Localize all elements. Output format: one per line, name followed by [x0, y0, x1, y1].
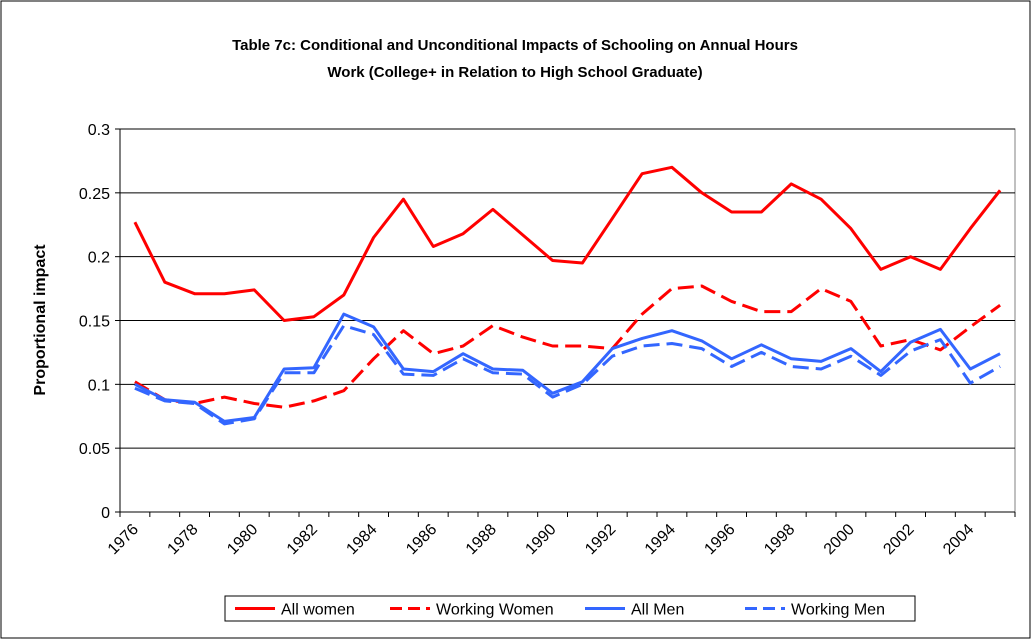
chart-subtitle: Work (College+ in Relation to High Schoo…: [327, 64, 702, 81]
y-tick-label: 0.2: [88, 250, 110, 267]
y-tick-label: 0.05: [79, 441, 110, 458]
y-tick-label: 0.25: [79, 186, 110, 203]
y-axis-label: Proportional impact: [32, 244, 49, 396]
legend-label: Working Women: [436, 602, 554, 619]
y-tick-label: 0.15: [79, 314, 110, 331]
series-line: [134, 324, 1001, 426]
series-line: [134, 284, 1001, 409]
legend-box: [224, 595, 916, 622]
y-tick-label: 0.3: [88, 122, 110, 139]
series-line: [133, 165, 1002, 322]
legend-label: All women: [281, 602, 355, 619]
legend-label: Working Men: [791, 602, 885, 619]
legend-label: All Men: [631, 602, 684, 619]
y-tick-label: 0: [101, 505, 110, 522]
y-tick-label: 0.1: [88, 377, 110, 394]
chart-title: Table 7c: Conditional and Unconditional …: [232, 37, 798, 54]
series-line: [134, 312, 1001, 423]
